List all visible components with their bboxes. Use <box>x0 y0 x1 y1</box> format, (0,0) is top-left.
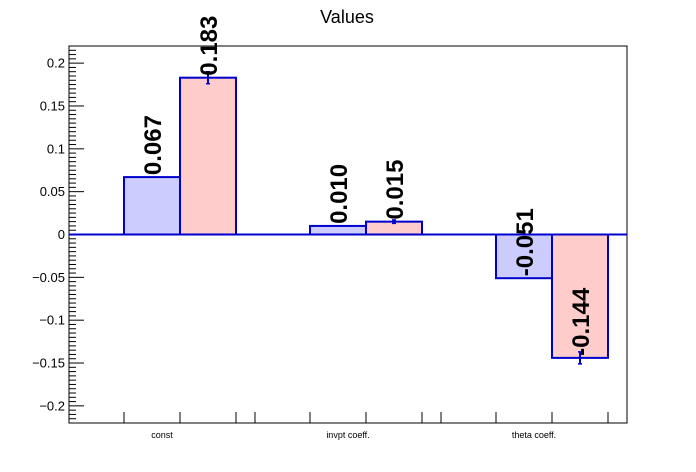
data-label: 0.010 <box>326 164 353 224</box>
x-tick-label: const <box>151 430 173 440</box>
bar <box>179 76 237 236</box>
data-label: -0.144 <box>568 287 595 356</box>
x-tick-label: theta coeff. <box>512 430 556 440</box>
chart-title: Values <box>320 7 374 27</box>
y-tick-label: 0.15 <box>40 98 65 113</box>
y-tick-label: 0.05 <box>40 184 65 199</box>
y-tick-label: −0.1 <box>39 313 65 328</box>
bar <box>123 176 181 236</box>
x-tick-label: invpt coeff. <box>326 430 369 440</box>
y-tick-label: −0.05 <box>32 270 65 285</box>
data-label: 0.067 <box>140 115 167 175</box>
y-tick-label: 0 <box>58 227 65 242</box>
data-label: 0.015 <box>382 160 409 220</box>
y-tick-label: 0.1 <box>47 141 65 156</box>
plot-area: −0.2 −0.15 −0.1 −0.05 0 0.05 0.1 0.15 0.2 const in… <box>32 16 628 440</box>
y-tick-label: −0.15 <box>32 356 65 371</box>
data-label: -0.051 <box>512 208 539 276</box>
data-label: 0.183 <box>196 16 223 76</box>
y-tick-label: −0.2 <box>39 398 65 413</box>
y-tick-label: 0.2 <box>47 56 65 71</box>
bar <box>495 233 553 280</box>
bar <box>551 233 609 359</box>
bar <box>309 224 367 236</box>
